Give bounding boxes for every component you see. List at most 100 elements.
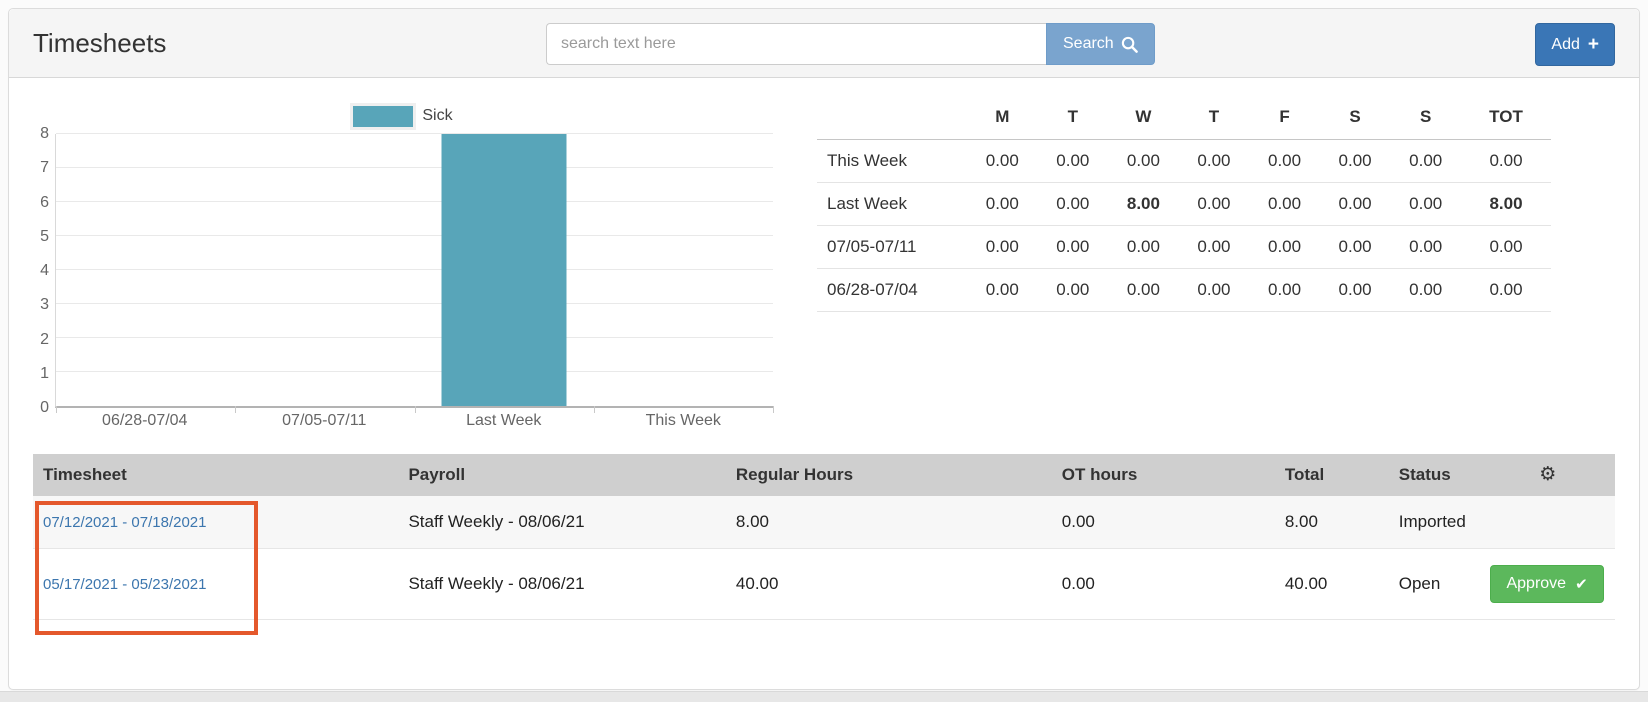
y-tick-label: 1 <box>40 364 49 382</box>
legend-label-sick: Sick <box>422 107 453 124</box>
week-summary-row: This Week 0.00 0.00 0.00 0.00 0.00 0.00 0.00 0.0… <box>817 139 1551 183</box>
week-summary-cell: 0.00 <box>1037 225 1109 269</box>
x-tick-mark <box>773 406 774 413</box>
x-tick-label: This Week <box>645 412 721 429</box>
week-summary-row: 07/05-07/11 0.00 0.00 0.00 0.00 0.00 0.00 0.00 0… <box>817 225 1551 269</box>
search-input[interactable] <box>546 23 1046 65</box>
timesheet-link[interactable]: 07/12/2021 - 07/18/2021 <box>43 514 207 531</box>
week-summary-corner <box>817 96 967 140</box>
week-summary-col-t-1: T <box>1037 96 1109 140</box>
x-tick-mark <box>414 406 416 413</box>
week-summary-col-f-4: F <box>1249 96 1320 140</box>
y-tick-label: 8 <box>40 125 49 142</box>
week-summary-cell: 0.00 <box>1319 182 1391 226</box>
y-tick-label: 2 <box>40 330 49 348</box>
week-summary-cell: 0.00 <box>1390 182 1461 226</box>
chart-area: 0 1 2 3 4 5 6 7 8 <box>33 126 774 416</box>
week-summary-cell: 0.00 <box>1249 182 1320 226</box>
week-summary-cell: 0.00 <box>1178 268 1250 312</box>
week-summary-cell: 0.00 <box>1108 268 1179 312</box>
regular-hours-cell: 40.00 <box>725 548 1052 620</box>
chart-y-axis: 0 1 2 3 4 5 6 7 8 <box>33 126 55 416</box>
y-tick-label: 0 <box>40 399 49 416</box>
plus-icon: + <box>1587 34 1599 55</box>
gridline <box>56 371 773 372</box>
timesheet-cell: 07/12/2021 - 07/18/2021 <box>33 496 399 549</box>
week-summary-cell: 0.00 <box>1461 268 1551 312</box>
week-summary-cell: 0.00 <box>1390 225 1461 269</box>
week-summary-row-label: 07/05-07/11 <box>817 225 967 269</box>
week-summary-row: Last Week 0.00 0.00 8.00 0.00 0.00 0.00 0.00 8.0… <box>817 182 1551 226</box>
chart-plot <box>55 133 774 413</box>
week-summary-col-s-6: S <box>1390 96 1461 140</box>
bar-sick-2 <box>441 134 567 406</box>
week-summary-cell: 0.00 <box>1108 225 1179 269</box>
gridline <box>56 337 773 338</box>
panel-header: Timesheets Search Add + <box>9 9 1639 78</box>
add-button-label: Add <box>1551 35 1580 53</box>
week-summary-col-s-5: S <box>1319 96 1391 140</box>
week-summary-cell: 0.00 <box>1390 139 1461 183</box>
gear-icon[interactable]: ⚙ <box>1539 464 1557 485</box>
x-tick-mark <box>56 406 57 413</box>
y-tick-label: 4 <box>40 262 49 279</box>
add-button[interactable]: Add + <box>1535 23 1615 66</box>
x-tick-mark <box>235 406 237 413</box>
approve-button[interactable]: Approve ✔ <box>1490 565 1604 603</box>
search-group: Search <box>546 23 1155 65</box>
week-summary-cell: 0.00 <box>1178 225 1250 269</box>
x-tick-label: 07/05-07/11 <box>282 412 367 429</box>
sick-hours-chart: Sick 0 1 2 3 4 5 6 7 8 06/28-07/04 07/05-07/11 Las… <box>33 92 774 434</box>
timesheet-link[interactable]: 05/17/2021 - 05/23/2021 <box>43 576 207 593</box>
bottom-strip <box>0 691 1648 702</box>
week-summary-col-tot-7: TOT <box>1461 96 1551 140</box>
column-header-settings: ⚙ <box>1480 454 1615 496</box>
week-summary-cell: 0.00 <box>1319 225 1391 269</box>
week-summary-cell: 0.00 <box>1319 268 1391 312</box>
search-button[interactable]: Search <box>1046 23 1155 65</box>
y-tick-label: 5 <box>40 227 49 245</box>
approve-button-label: Approve <box>1506 575 1567 592</box>
chart-legend: Sick <box>33 102 773 130</box>
week-summary-cell: 0.00 <box>1319 139 1391 183</box>
check-icon: ✔ <box>1575 576 1588 593</box>
week-summary-col-t-3: T <box>1178 96 1250 140</box>
timesheet-row: 07/12/2021 - 07/18/2021 Staff Weekly - 08… <box>33 496 1615 549</box>
week-summary-row: 06/28-07/04 0.00 0.00 0.00 0.00 0.00 0.00 0.00 0… <box>817 268 1551 312</box>
week-summary-table: M T W T F S S TOT This Week 0.00 0.00 0.00 0.00 0.00… <box>817 96 1551 434</box>
week-summary-cell: 0.00 <box>1178 182 1250 226</box>
week-summary-cell: 8.00 <box>1108 182 1179 226</box>
week-summary-cell: 0.00 <box>967 182 1038 226</box>
week-summary-cell: 8.00 <box>1461 182 1551 226</box>
ot-hours-cell: 0.00 <box>1051 496 1275 549</box>
column-header-payroll: Payroll <box>398 454 726 496</box>
week-summary-cell: 0.00 <box>1249 225 1320 269</box>
x-tick-mark <box>593 406 595 413</box>
gridline <box>56 133 773 134</box>
actions-cell <box>1480 496 1615 549</box>
timesheet-table: Timesheet Payroll Regular Hours OT hours Tot… <box>33 454 1615 620</box>
week-summary-cell: 0.00 <box>967 268 1038 312</box>
week-summary-cell: 0.00 <box>967 139 1038 183</box>
total-cell: 40.00 <box>1274 548 1389 620</box>
status-cell: Imported <box>1388 496 1481 549</box>
column-header-timesheet: Timesheet <box>33 454 399 496</box>
week-summary-cell: 0.00 <box>1108 139 1179 183</box>
week-summary-row-label: This Week <box>817 139 967 183</box>
search-icon <box>1121 36 1138 53</box>
week-summary-cell: 0.00 <box>1461 139 1551 183</box>
page-title: Timesheets <box>33 27 167 58</box>
x-tick-label: Last Week <box>466 412 542 429</box>
column-header-ot-hours: OT hours <box>1051 454 1275 496</box>
week-summary-cell: 0.00 <box>1037 139 1109 183</box>
gridline <box>56 167 773 168</box>
total-cell: 8.00 <box>1274 496 1389 549</box>
legend-swatch-sick <box>350 102 417 130</box>
status-cell: Open <box>1388 548 1481 620</box>
gridline <box>56 201 773 202</box>
y-tick-label: 7 <box>40 159 49 177</box>
week-summary-cell: 0.00 <box>1249 139 1320 183</box>
week-summary-cell: 0.00 <box>1390 268 1461 312</box>
timesheet-row: 05/17/2021 - 05/23/2021 Staff Weekly - 08… <box>33 548 1615 620</box>
